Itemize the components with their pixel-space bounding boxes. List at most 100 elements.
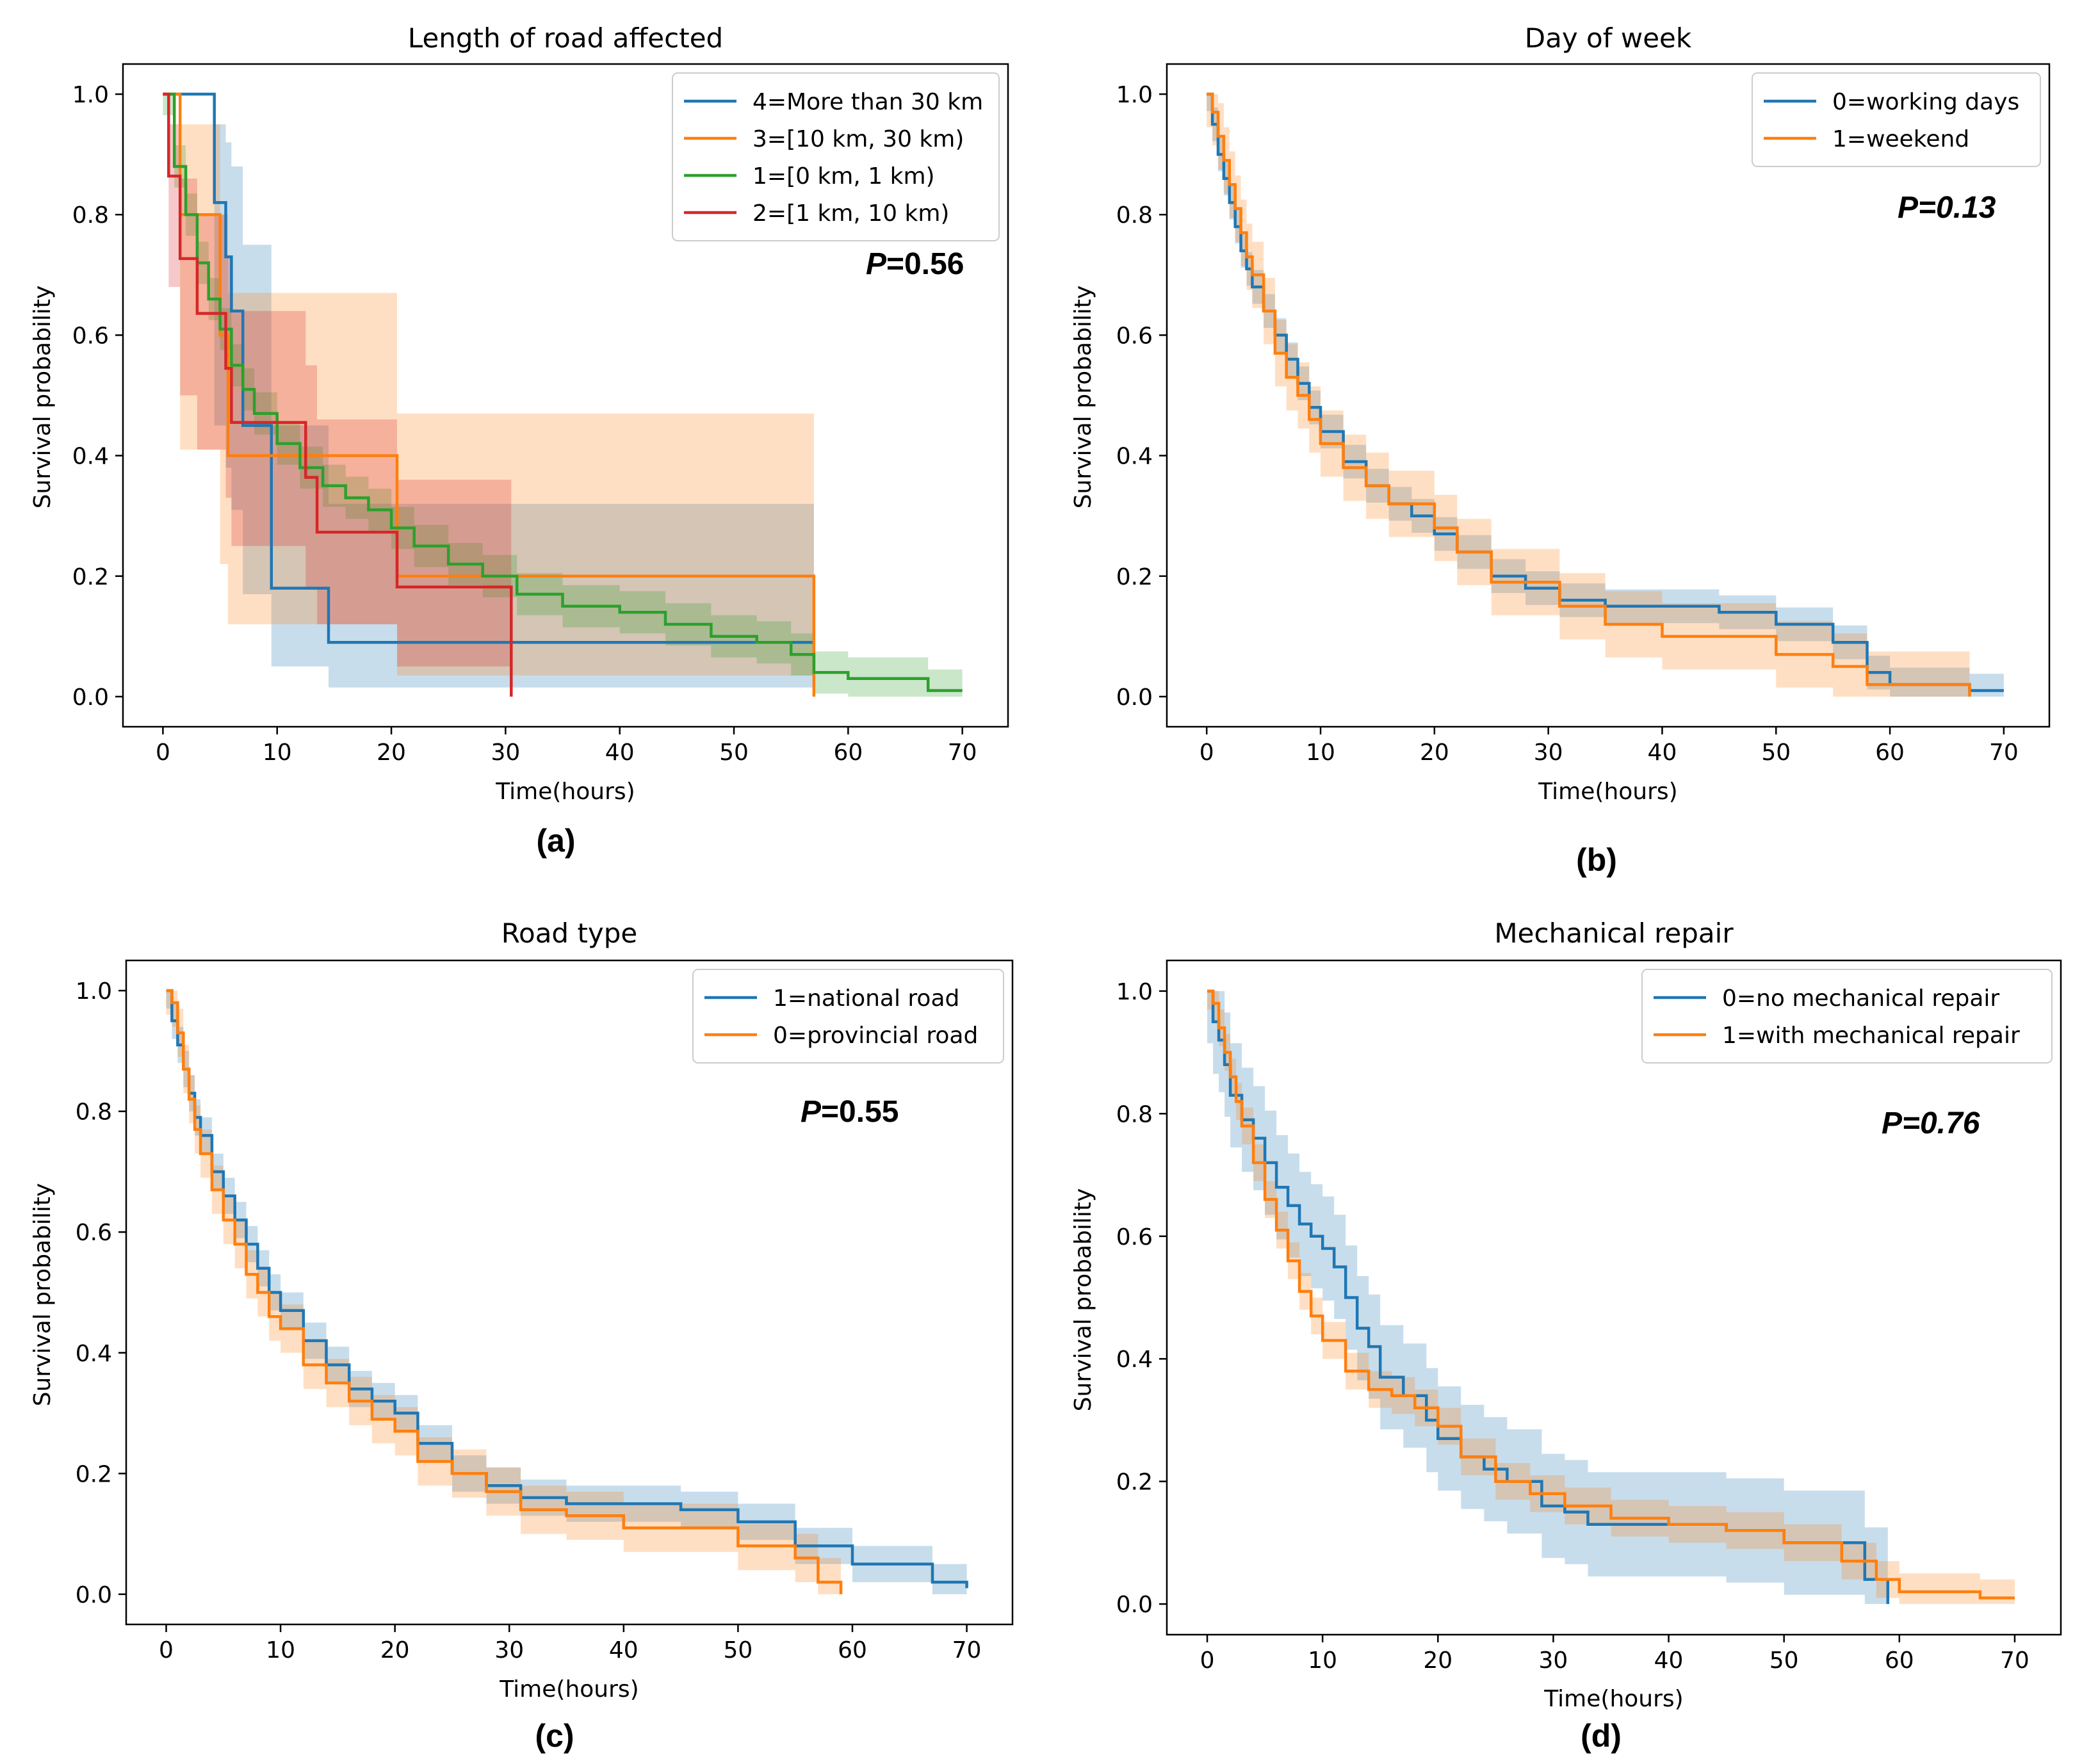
y-axis-label: Survival probability xyxy=(1070,1188,1096,1412)
y-tick-label: 1.0 xyxy=(76,978,112,1005)
panel-b: Day of week 0 10 20 30 40 50 60 700.00.20.40.60… xyxy=(1070,22,2051,878)
y-tick-label: 0.8 xyxy=(72,202,109,229)
survival-curve xyxy=(166,989,843,1594)
panel-title: Road type xyxy=(501,918,638,949)
y-tick-label: 0.6 xyxy=(76,1220,112,1246)
legend-entry: 1=[0 km, 1 km) xyxy=(752,163,935,190)
axes-frame xyxy=(1166,63,2051,728)
survival-curve xyxy=(163,92,816,697)
x-tick-label: 60 xyxy=(1885,1647,1914,1674)
p-value-annotation: P=0.13 xyxy=(1898,191,1996,225)
y-axis-label: Survival probability xyxy=(29,1183,56,1407)
x-tick-label: 50 xyxy=(1769,1647,1799,1674)
axes-frame xyxy=(1166,959,2062,1636)
x-tick-label: 30 xyxy=(1539,1647,1568,1674)
survival-curve xyxy=(163,92,513,697)
x-tick-label: 20 xyxy=(1420,740,1449,766)
y-tick-label: 0.0 xyxy=(1116,1592,1153,1618)
x-tick-label: 60 xyxy=(838,1637,867,1663)
y-tick-label: 0.2 xyxy=(1116,1469,1153,1496)
legend-entry: 0=provincial road xyxy=(773,1023,978,1049)
survival-curve xyxy=(1207,92,1971,697)
plot-area: 0 10 20 30 40 50 60 70 0.0 0.2 0.4 0.6 0.8 1.0 0=worki… xyxy=(1116,63,2051,766)
x-tick-label: 40 xyxy=(605,740,635,766)
x-axis-label: Time(hours) xyxy=(495,779,635,805)
p-value-annotation: P=0.76 xyxy=(1882,1106,1980,1140)
x-tick-label: 0 xyxy=(156,740,170,766)
y-tick-label: 0.8 xyxy=(1116,202,1153,229)
legend-entry: 0=no mechanical repair xyxy=(1722,985,1999,1012)
y-tick-label: 0.8 xyxy=(76,1099,112,1126)
y-tick-label: 0.2 xyxy=(1116,564,1153,590)
x-tick-label: 40 xyxy=(1654,1647,1684,1674)
legend xyxy=(692,969,1004,1064)
y-tick-label: 0.8 xyxy=(1116,1101,1153,1128)
legend xyxy=(672,72,1000,241)
p-symbol: P xyxy=(866,247,887,281)
legend-entry: 1=weekend xyxy=(1832,126,1969,152)
survival-curve xyxy=(1207,989,2015,1599)
x-tick-label: 60 xyxy=(1875,740,1905,766)
y-tick-label: 1.0 xyxy=(72,82,109,108)
y-tick-label: 0.6 xyxy=(1116,323,1153,349)
y-tick-label: 0.6 xyxy=(72,323,109,349)
plot-area: 0 10 20 30 40 50 60 70 0.0 0.2 0.4 0.6 0.8 1.0 1=natio… xyxy=(76,959,1014,1663)
plot-area: 0 10 20 30 40 50 60 70 0.0 0.2 0.4 0.6 0.8 1.0 0=no me… xyxy=(1116,959,2062,1674)
x-tick-label: 40 xyxy=(1648,740,1677,766)
y-tick-label: 0.0 xyxy=(1116,684,1153,711)
survival-curve xyxy=(1207,989,1890,1605)
x-tick-label: 50 xyxy=(724,1637,753,1663)
panel-label: (b) xyxy=(1576,842,1617,878)
legend-entry: 1=national road xyxy=(773,985,959,1012)
survival-curve xyxy=(163,92,963,692)
p-value-annotation: P=0.56 xyxy=(866,247,964,281)
p-value: =0.76 xyxy=(1902,1106,1980,1140)
p-value: =0.56 xyxy=(886,247,964,281)
confidence-band xyxy=(163,94,814,688)
x-tick-label: 10 xyxy=(266,1637,295,1663)
x-tick-label: 70 xyxy=(2000,1647,2029,1674)
y-tick-label: 0.6 xyxy=(1116,1224,1153,1250)
y-tick-label: 0.4 xyxy=(76,1341,112,1367)
x-tick-label: 10 xyxy=(1306,740,1335,766)
confidence-band xyxy=(163,94,814,676)
x-tick-label: 20 xyxy=(1423,1647,1452,1674)
x-tick-label: 30 xyxy=(491,740,520,766)
legend xyxy=(1641,969,2053,1064)
x-tick-label: 70 xyxy=(948,740,977,766)
survival-curve xyxy=(163,92,814,644)
panel-a: Length of road affected 0 10 20 30 40 50 60 700… xyxy=(29,22,1009,859)
legend-entry: 0=working days xyxy=(1832,89,2019,115)
x-tick-label: 70 xyxy=(952,1637,982,1663)
panel-d: Mechanical repair 0 10 20 30 40 50 60 700.00.20… xyxy=(1070,918,2062,1754)
x-tick-label: 20 xyxy=(377,740,406,766)
x-tick-label: 20 xyxy=(380,1637,410,1663)
p-value: =0.55 xyxy=(821,1095,899,1129)
survival-curve xyxy=(1207,92,2004,692)
y-axis-label: Survival probability xyxy=(1070,286,1096,509)
confidence-band xyxy=(166,991,842,1594)
x-tick-label: 0 xyxy=(1200,1647,1215,1674)
y-tick-label: 0.2 xyxy=(76,1461,112,1487)
p-symbol: P xyxy=(1882,1106,1903,1140)
plot-area: 0 10 20 30 40 50 60 70 0.0 0.2 0.4 0.6 0.8 1.0 4=More … xyxy=(72,63,1009,766)
panel-title: Length of road affected xyxy=(408,22,723,54)
y-tick-label: 0.4 xyxy=(72,444,109,470)
p-symbol: P xyxy=(801,1095,822,1129)
legend-entry: 4=More than 30 km xyxy=(752,89,983,115)
panel-label: (c) xyxy=(535,1718,574,1754)
x-tick-label: 30 xyxy=(494,1637,524,1663)
y-tick-label: 0.0 xyxy=(76,1582,112,1608)
x-axis-label: Time(hours) xyxy=(499,1676,638,1703)
axes-frame xyxy=(125,959,1014,1626)
x-tick-label: 40 xyxy=(609,1637,638,1663)
x-tick-label: 0 xyxy=(159,1637,174,1663)
x-tick-label: 50 xyxy=(1761,740,1791,766)
legend-entry: 1=with mechanical repair xyxy=(1722,1023,2020,1049)
axes-frame xyxy=(122,63,1009,728)
x-tick-label: 10 xyxy=(1308,1647,1337,1674)
y-axis-label: Survival probability xyxy=(29,286,56,509)
x-tick-label: 70 xyxy=(1989,740,2019,766)
